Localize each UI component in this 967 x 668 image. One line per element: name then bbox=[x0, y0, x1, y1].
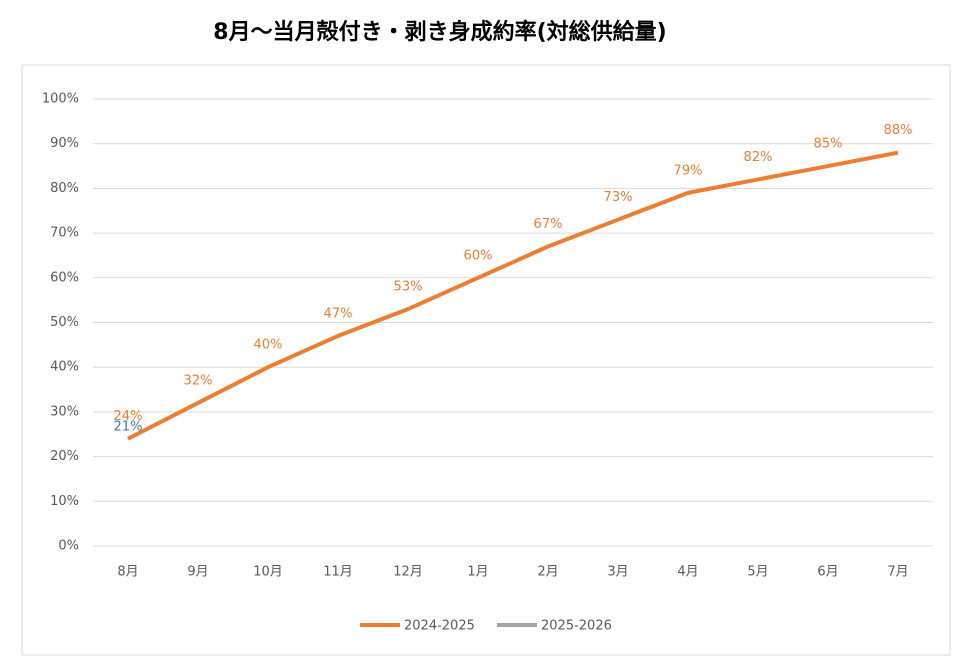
data-label: 73% bbox=[604, 190, 633, 205]
x-tick-label: 6月 bbox=[817, 565, 838, 580]
y-tick-label: 20% bbox=[50, 449, 79, 464]
x-tick-label: 7月 bbox=[887, 565, 908, 580]
data-label: 47% bbox=[324, 306, 353, 321]
y-tick-label: 30% bbox=[50, 404, 79, 419]
x-tick-label: 11月 bbox=[323, 565, 353, 580]
legend-label: 2025-2026 bbox=[541, 619, 612, 634]
data-label: 79% bbox=[674, 163, 703, 178]
y-tick-label: 70% bbox=[50, 226, 79, 241]
data-label: 40% bbox=[254, 338, 283, 353]
y-tick-label: 60% bbox=[50, 270, 79, 285]
x-tick-label: 2月 bbox=[537, 565, 558, 580]
x-tick-label: 5月 bbox=[747, 565, 768, 580]
data-label: 67% bbox=[534, 217, 563, 232]
chart-title: 8月～当月殻付き・剥き身成約率(対総供給量) bbox=[213, 19, 666, 45]
line-series bbox=[127, 150, 899, 441]
data-label: 53% bbox=[394, 280, 423, 295]
y-tick-label: 90% bbox=[50, 136, 79, 151]
legend-label: 2024-2025 bbox=[404, 619, 475, 634]
data-label: 32% bbox=[184, 373, 213, 388]
y-tick-label: 50% bbox=[50, 315, 79, 330]
data-label: 85% bbox=[814, 137, 843, 152]
data-label: 60% bbox=[464, 248, 493, 263]
x-tick-label: 10月 bbox=[253, 565, 283, 580]
y-tick-label: 0% bbox=[58, 539, 79, 554]
x-tick-label: 3月 bbox=[607, 565, 628, 580]
y-tick-label: 10% bbox=[50, 494, 79, 509]
chart-border bbox=[21, 64, 951, 656]
y-tick-label: 40% bbox=[50, 360, 79, 375]
x-tick-label: 9月 bbox=[187, 565, 208, 580]
y-tick-label: 80% bbox=[50, 181, 79, 196]
y-tick-label: 100% bbox=[42, 92, 79, 107]
data-label: 21% bbox=[114, 420, 143, 435]
x-tick-label: 8月 bbox=[117, 565, 138, 580]
data-label: 24% bbox=[114, 409, 143, 424]
x-tick-label: 4月 bbox=[677, 565, 698, 580]
x-tick-label: 12月 bbox=[393, 565, 423, 580]
data-label: 88% bbox=[884, 123, 913, 138]
data-label: 82% bbox=[744, 150, 773, 165]
x-tick-label: 1月 bbox=[467, 565, 488, 580]
